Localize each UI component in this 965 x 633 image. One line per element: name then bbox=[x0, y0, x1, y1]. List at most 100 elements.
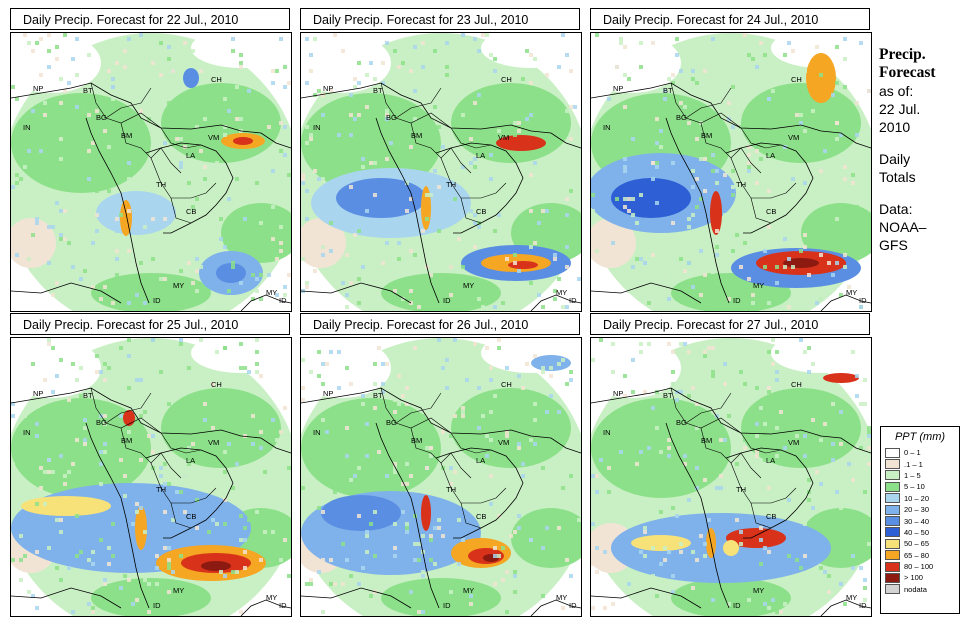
pixel-speck bbox=[545, 73, 549, 77]
precip-field bbox=[11, 33, 101, 93]
panel-title: Daily Precip. Forecast for 26 Jul., 2010 bbox=[300, 313, 580, 335]
precip-map[interactable]: NP BT BG IN BM VM CH LA TH CB MY ID MY ID bbox=[590, 337, 872, 617]
pixel-speck bbox=[433, 562, 437, 566]
pixel-speck bbox=[627, 125, 631, 129]
legend-title: PPT (mm) bbox=[894, 431, 946, 443]
precip-map[interactable]: NP BT BG IN BM VM CH LA TH CB MY ID MY ID bbox=[10, 32, 292, 312]
pixel-speck bbox=[191, 442, 195, 446]
pixel-speck bbox=[565, 265, 569, 269]
pixel-speck bbox=[453, 165, 457, 169]
pixel-speck bbox=[711, 358, 715, 362]
pixel-speck bbox=[815, 470, 819, 474]
pixel-speck bbox=[433, 49, 437, 53]
pixel-speck bbox=[591, 562, 595, 566]
pixel-speck bbox=[509, 534, 513, 538]
legend-item: 30 – 40 bbox=[885, 515, 959, 527]
pixel-speck bbox=[711, 153, 715, 157]
pixel-speck bbox=[369, 161, 373, 165]
pixel-speck bbox=[203, 177, 207, 181]
legend-swatch bbox=[885, 470, 900, 481]
pixel-speck bbox=[377, 450, 381, 454]
precip-field bbox=[161, 83, 281, 163]
pixel-speck bbox=[271, 205, 275, 209]
pixel-speck bbox=[595, 474, 599, 478]
pixel-speck bbox=[361, 458, 365, 462]
precip-field bbox=[611, 178, 691, 218]
pixel-speck bbox=[525, 362, 529, 366]
pixel-speck bbox=[775, 454, 779, 458]
forecast-panel-4: Daily Precip. Forecast for 25 Jul., 2010… bbox=[10, 313, 292, 617]
pixel-speck bbox=[171, 426, 175, 430]
precip-field bbox=[591, 398, 731, 498]
pixel-speck bbox=[807, 209, 811, 213]
pixel-speck bbox=[345, 293, 349, 297]
pixel-speck bbox=[67, 81, 71, 85]
pixel-speck bbox=[401, 61, 405, 65]
pixel-speck bbox=[497, 129, 501, 133]
pixel-speck bbox=[321, 558, 325, 562]
pixel-speck bbox=[175, 462, 179, 466]
pixel-speck bbox=[95, 426, 99, 430]
pixel-speck bbox=[11, 85, 15, 89]
pixel-speck bbox=[421, 41, 425, 45]
pixel-speck bbox=[35, 502, 39, 506]
country-border bbox=[460, 197, 482, 224]
pixel-speck bbox=[743, 446, 747, 450]
pixel-speck bbox=[687, 350, 691, 354]
info-heading-line2: Forecast bbox=[879, 64, 936, 81]
pixel-speck bbox=[333, 474, 337, 478]
country-border bbox=[685, 392, 732, 424]
pixel-speck bbox=[175, 137, 179, 141]
pixel-speck bbox=[79, 550, 83, 554]
pixel-speck bbox=[623, 45, 627, 49]
pixel-speck bbox=[863, 378, 867, 382]
pixel-speck bbox=[195, 269, 199, 273]
pixel-speck bbox=[333, 33, 337, 37]
precip-map[interactable]: NP BT BG IN BM VM CH LA TH CB MY ID MY ID bbox=[300, 337, 582, 617]
pixel-speck bbox=[405, 181, 409, 185]
pixel-speck bbox=[35, 41, 39, 45]
pixel-speck bbox=[529, 173, 533, 177]
pixel-speck bbox=[199, 69, 203, 73]
pixel-speck bbox=[533, 402, 537, 406]
legend-swatch bbox=[885, 516, 900, 527]
pixel-speck bbox=[787, 554, 791, 558]
pixel-speck bbox=[747, 53, 751, 57]
country-label: CH bbox=[211, 380, 222, 389]
pixel-speck bbox=[199, 149, 203, 153]
pixel-speck bbox=[59, 518, 63, 522]
pixel-speck bbox=[247, 370, 251, 374]
pixel-speck bbox=[127, 249, 131, 253]
pixel-speck bbox=[639, 450, 643, 454]
country-border bbox=[160, 127, 202, 149]
precip-map[interactable]: NP BT BG IN BM VM CH LA TH CB MY ID MY ID bbox=[590, 32, 872, 312]
pixel-speck bbox=[131, 350, 135, 354]
pixel-speck bbox=[651, 406, 655, 410]
legend-item: 10 – 20 bbox=[885, 493, 959, 504]
pixel-speck bbox=[691, 169, 695, 173]
pixel-speck bbox=[389, 141, 393, 145]
pixel-speck bbox=[417, 161, 421, 165]
pixel-speck bbox=[99, 538, 103, 542]
pixel-speck bbox=[469, 594, 473, 598]
pixel-speck bbox=[627, 582, 631, 586]
pixel-speck bbox=[385, 109, 389, 113]
pixel-speck bbox=[473, 157, 477, 161]
pixel-speck bbox=[831, 442, 835, 446]
precip-field bbox=[481, 33, 581, 68]
pixel-speck bbox=[313, 149, 317, 153]
precip-map[interactable]: NP BT BG IN BM VM CH LA TH CB MY ID MY ID bbox=[300, 32, 582, 312]
pixel-speck bbox=[553, 297, 557, 301]
pixel-speck bbox=[79, 366, 83, 370]
pixel-speck bbox=[15, 253, 19, 257]
pixel-speck bbox=[703, 554, 707, 558]
pixel-speck bbox=[353, 77, 357, 81]
precip-field bbox=[183, 68, 199, 88]
pixel-speck bbox=[329, 582, 333, 586]
country-label: CB bbox=[186, 512, 196, 521]
precip-map[interactable]: NP BT BG IN BM VM CH LA TH CB MY ID MY ID bbox=[10, 337, 292, 617]
pixel-speck bbox=[485, 33, 489, 37]
pixel-speck bbox=[461, 414, 465, 418]
pixel-speck bbox=[767, 390, 771, 394]
